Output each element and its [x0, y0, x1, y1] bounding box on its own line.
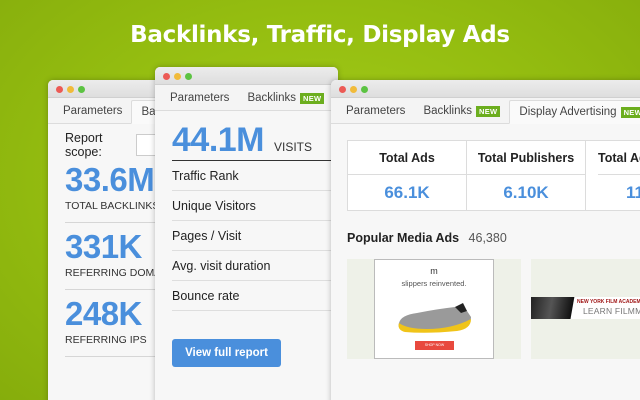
ad-thumbnail-film-academy[interactable]: NEW YORK FILM ACADEMY LEARN FILMMAKING	[531, 259, 640, 359]
tab-label: Parameters	[346, 105, 406, 117]
film-camera-image-icon	[531, 297, 581, 319]
tab-bar: Parameters Backlinks NEW	[155, 85, 338, 111]
tab-parameters[interactable]: Parameters	[54, 99, 131, 123]
column-value: 6.10K	[503, 183, 549, 202]
metric-referring-domains: 331K REFERRING DOMAINS	[65, 223, 178, 290]
ad-tagline: slippers reinvented.	[401, 279, 467, 288]
tab-bar: Parameters Backlinks NEW Display Adverti…	[331, 98, 640, 124]
minimize-dot-icon[interactable]	[67, 86, 74, 93]
metric-label: TOTAL BACKLINKS	[65, 200, 160, 212]
display-advertising-window: Parameters Backlinks NEW Display Adverti…	[331, 80, 640, 400]
column-header: Total Publishers	[467, 141, 585, 175]
stat-unique-visitors: Unique Visitors	[172, 191, 338, 221]
ad-headline: NEW YORK FILM ACADEMY	[577, 299, 640, 305]
metric-label: REFERRING DOMAINS	[65, 267, 178, 279]
maximize-dot-icon[interactable]	[78, 86, 85, 93]
stat-avg-visit-duration: Avg. visit duration	[172, 251, 338, 281]
shop-now-button: SHOP NOW	[415, 341, 454, 350]
slipper-image-icon	[398, 303, 471, 333]
maximize-dot-icon[interactable]	[185, 73, 192, 80]
column-header: Total Advertisers	[598, 141, 640, 175]
window-titlebar	[155, 67, 338, 85]
ad-thumbnails: m slippers reinvented. SHOP NOW NEW YORK…	[347, 259, 640, 359]
col-total-publishers: Total Publishers 6.10K	[467, 141, 586, 210]
visits-summary: 44.1M VISITS	[172, 121, 338, 161]
stat-traffic-rank: Traffic Rank	[172, 161, 338, 191]
brand-logo-icon: m	[430, 266, 438, 276]
new-badge: NEW	[476, 105, 501, 117]
col-total-advertisers: Total Advertisers 11	[586, 141, 640, 210]
metric-total-backlinks: 33.6M TOTAL BACKLINKS	[65, 156, 161, 223]
stat-pages-per-visit: Pages / Visit	[172, 221, 338, 251]
visits-value: 44.1M	[172, 121, 265, 159]
tab-label: Backlinks	[423, 105, 473, 117]
tab-label: Parameters	[170, 92, 230, 104]
report-scope-row: Report scope:	[65, 131, 161, 159]
column-value: 11	[626, 183, 640, 202]
ads-summary-table: Total Ads 66.1K Total Publishers 6.10K T…	[347, 140, 640, 211]
stat-bounce-rate: Bounce rate	[172, 281, 338, 311]
metric-value: 331K	[65, 228, 142, 265]
col-total-ads: Total Ads 66.1K	[348, 141, 467, 210]
ad-subline: LEARN FILMMAKING	[583, 306, 640, 316]
close-dot-icon[interactable]	[339, 86, 346, 93]
slipper-ad-creative: m slippers reinvented. SHOP NOW	[374, 259, 494, 359]
visits-label: VISITS	[274, 140, 313, 154]
minimize-dot-icon[interactable]	[350, 86, 357, 93]
maximize-dot-icon[interactable]	[361, 86, 368, 93]
report-scope-label: Report scope:	[65, 131, 103, 159]
close-dot-icon[interactable]	[56, 86, 63, 93]
view-full-report-button[interactable]: View full report	[172, 339, 281, 367]
metric-value: 33.6M	[65, 161, 155, 198]
new-badge: NEW	[620, 106, 640, 118]
metric-label: REFERRING IPS	[65, 334, 147, 346]
minimize-dot-icon[interactable]	[174, 73, 181, 80]
tab-display-advertising[interactable]: Display Advertising NEW	[509, 100, 640, 124]
close-dot-icon[interactable]	[163, 73, 170, 80]
tab-label: Backlinks	[247, 92, 297, 104]
new-badge: NEW	[300, 92, 325, 104]
tab-parameters[interactable]: Parameters	[337, 99, 414, 123]
column-header: Total Ads	[348, 141, 466, 175]
popular-count: 46,380	[468, 231, 507, 245]
metric-value: 248K	[65, 295, 142, 332]
ad-thumbnail-slippers[interactable]: m slippers reinvented. SHOP NOW	[347, 259, 521, 359]
metric-referring-ips: 248K REFERRING IPS	[65, 290, 161, 357]
column-value: 66.1K	[384, 183, 430, 202]
page-headline: Backlinks, Traffic, Display Ads	[130, 22, 510, 48]
tab-backlinks[interactable]: Backlinks NEW	[238, 86, 333, 110]
popular-label: Popular Media Ads	[347, 231, 460, 245]
popular-media-ads-heading: Popular Media Ads 46,380	[347, 231, 640, 245]
tab-label: Display Advertising	[519, 106, 617, 118]
traffic-window: Parameters Backlinks NEW 44.1M VISITS Tr…	[155, 67, 338, 400]
window-titlebar	[48, 80, 178, 98]
tab-parameters[interactable]: Parameters	[161, 86, 238, 110]
tab-label: Parameters	[63, 105, 123, 117]
tab-backlinks[interactable]: Backlinks NEW	[414, 99, 509, 123]
window-titlebar	[331, 80, 640, 98]
film-academy-ad-creative: NEW YORK FILM ACADEMY LEARN FILMMAKING	[531, 297, 640, 319]
